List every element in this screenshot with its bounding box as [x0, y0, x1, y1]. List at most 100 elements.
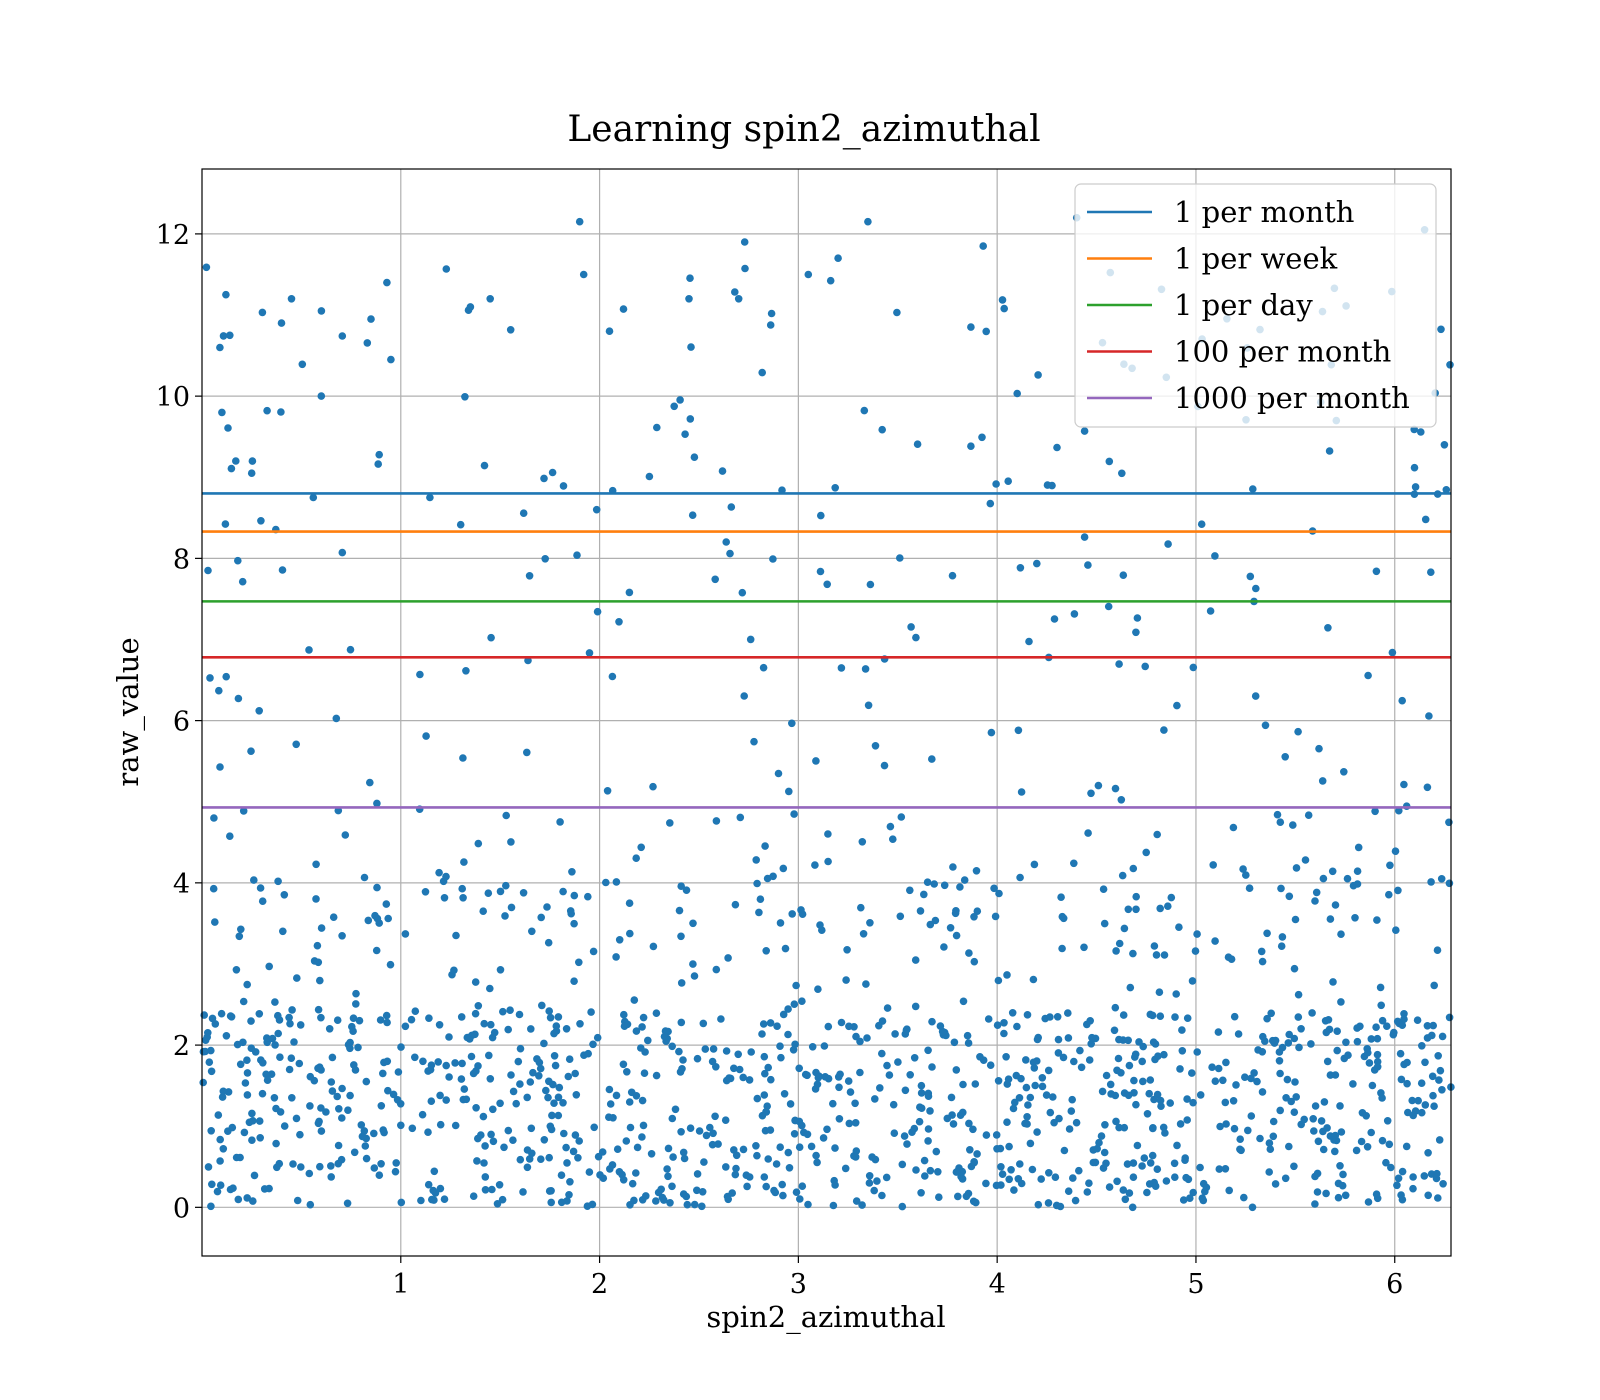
scatter-point	[859, 930, 868, 938]
scatter-point	[753, 1151, 761, 1160]
scatter-point	[1170, 1159, 1179, 1168]
scatter-point	[1319, 874, 1328, 883]
scatter-point	[239, 997, 248, 1006]
scatter-point	[271, 998, 279, 1006]
scatter-point	[963, 1031, 972, 1040]
y-tick-label: 0	[173, 1193, 190, 1224]
scatter-point	[585, 1168, 594, 1176]
scatter-point	[232, 457, 240, 465]
scatter-point	[784, 1005, 792, 1013]
scatter-point	[1156, 904, 1164, 913]
scatter-point	[235, 932, 244, 941]
scatter-point	[824, 857, 832, 866]
scatter-point	[1435, 1076, 1443, 1084]
scatter-point	[1080, 427, 1089, 435]
scatter-point	[469, 1192, 478, 1200]
scatter-point	[458, 884, 467, 893]
scatter-point	[803, 1130, 812, 1139]
scatter-point	[533, 1055, 541, 1063]
scatter-point	[764, 1063, 772, 1072]
scatter-point	[1155, 988, 1164, 996]
scatter-point	[1070, 610, 1079, 618]
scatter-point	[906, 886, 914, 895]
scatter-point	[1253, 1077, 1261, 1086]
scatter-point	[734, 1050, 742, 1059]
scatter-point	[1326, 915, 1335, 923]
scatter-point	[860, 406, 869, 415]
scatter-point	[1297, 1025, 1305, 1033]
scatter-point	[346, 1044, 354, 1053]
scatter-point	[427, 1097, 436, 1105]
x-tick-label: 6	[1386, 1269, 1403, 1300]
scatter-point	[632, 854, 640, 862]
scatter-point	[948, 571, 957, 580]
scatter-point	[417, 1196, 425, 1205]
scatter-point	[338, 932, 346, 940]
scatter-point	[711, 575, 719, 584]
scatter-point	[247, 1017, 255, 1025]
scatter-point	[1179, 1196, 1188, 1204]
scatter-point	[1370, 1066, 1379, 1074]
scatter-point	[216, 1135, 224, 1144]
scatter-point	[871, 742, 880, 750]
scatter-point	[824, 1022, 833, 1031]
x-tick-label: 4	[989, 1269, 1006, 1300]
scatter-point	[964, 1039, 973, 1047]
scatter-point	[317, 1013, 325, 1022]
scatter-point	[290, 1038, 298, 1046]
scatter-point	[484, 889, 493, 897]
scatter-point	[550, 1099, 558, 1107]
scatter-point	[1071, 1196, 1080, 1205]
scatter-point	[924, 1046, 932, 1055]
scatter-point	[1052, 1201, 1061, 1210]
scatter-point	[1424, 1191, 1432, 1200]
scatter-point	[896, 912, 905, 921]
scatter-point	[1364, 671, 1372, 680]
scatter-point	[327, 1162, 335, 1170]
scatter-point	[817, 511, 825, 520]
scatter-point	[276, 1053, 284, 1061]
scatter-point	[752, 856, 760, 864]
scatter-point	[383, 1018, 391, 1027]
scatter-point	[1311, 1102, 1320, 1110]
scatter-point	[1241, 1073, 1249, 1081]
scatter-point	[711, 1112, 719, 1121]
scatter-point	[565, 1055, 574, 1063]
scatter-point	[928, 1063, 936, 1071]
scatter-point	[1317, 1117, 1326, 1125]
scatter-point	[1257, 947, 1266, 956]
scatter-point	[1191, 947, 1200, 955]
scatter-point	[1189, 1098, 1197, 1107]
scatter-point	[992, 1181, 1001, 1190]
scatter-point	[1044, 1066, 1053, 1075]
scatter-point	[1211, 552, 1219, 560]
scatter-point	[481, 1142, 489, 1150]
scatter-point	[917, 1104, 926, 1112]
scatter-point	[1075, 1166, 1083, 1175]
scatter-point	[237, 925, 245, 934]
scatter-point	[1118, 871, 1127, 880]
scatter-point	[255, 1010, 264, 1018]
scatter-point	[916, 907, 925, 915]
scatter-point	[689, 960, 697, 968]
scatter-point	[546, 1122, 555, 1131]
scatter-point	[350, 1148, 359, 1157]
scatter-point	[317, 1104, 325, 1112]
scatter-point	[1004, 1075, 1013, 1083]
scatter-point	[1077, 1063, 1086, 1072]
scatter-point	[477, 1131, 485, 1139]
scatter-point	[676, 396, 684, 404]
scatter-point	[644, 1036, 652, 1045]
scatter-point	[338, 1084, 346, 1093]
scatter-point	[207, 1046, 215, 1055]
scatter-point	[587, 1008, 595, 1016]
scatter-point	[706, 1123, 714, 1132]
scatter-point	[1342, 1038, 1350, 1047]
scatter-point	[1398, 1021, 1407, 1029]
scatter-point	[1356, 1022, 1364, 1031]
y-axis-ticks: 0 2 4 6 8 10 12	[156, 220, 202, 1224]
scatter-point	[436, 1091, 444, 1100]
scatter-point	[865, 1172, 874, 1180]
scatter-point	[221, 520, 230, 528]
scatter-point	[338, 548, 347, 557]
